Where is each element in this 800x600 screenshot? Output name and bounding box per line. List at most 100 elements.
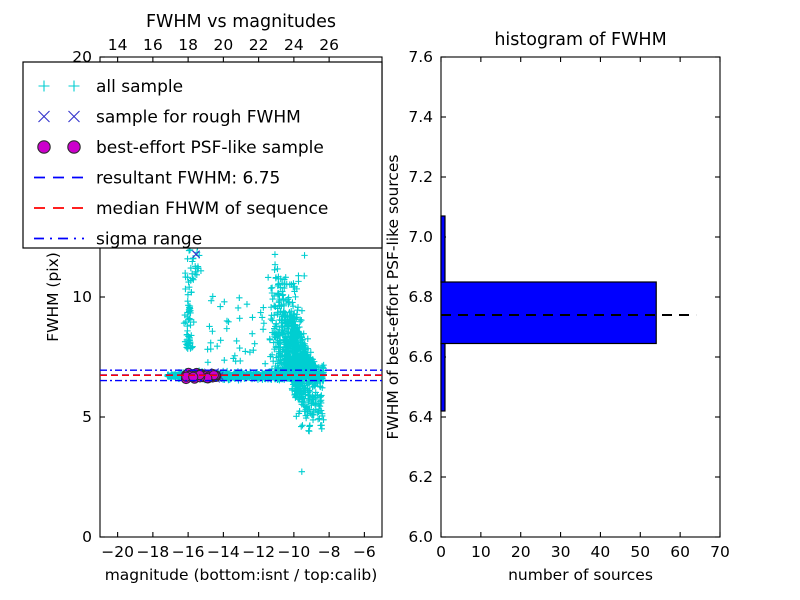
left-xticklabel: −20: [101, 543, 134, 561]
scatter-point-plus: [280, 336, 287, 343]
scatter-point-plus: [261, 375, 268, 382]
scatter-point-plus: [281, 284, 288, 292]
scatter-point-plus: [236, 315, 243, 322]
scatter-point-plus: [306, 388, 314, 396]
scatter-point-plus: [296, 394, 303, 401]
right-xticklabel: 30: [551, 543, 571, 561]
left-yticklabel: 10: [72, 288, 92, 306]
legend-marker-circle: [67, 140, 81, 154]
scatter-point-plus: [271, 261, 279, 268]
scatter-point-cross: [38, 110, 50, 123]
scatter-point-plus: [318, 422, 325, 429]
left-xticklabel: −6: [353, 543, 376, 561]
right-yticklabel: 6.8: [408, 288, 433, 306]
legend-entry[interactable]: resultant FWHM: 6.75: [34, 169, 280, 189]
scatter-point-plus: [305, 355, 312, 362]
scatter-point-plus: [301, 382, 308, 389]
scatter-point-plus: [304, 367, 312, 375]
left-xticklabel: −10: [278, 543, 311, 561]
scatter-point-plus: [309, 416, 317, 424]
scatter-point-plus: [274, 290, 282, 297]
right-xticklabel: 40: [591, 543, 611, 561]
scatter-point-plus: [293, 311, 301, 318]
left-xticklabel: −16: [172, 543, 205, 561]
legend-entry[interactable]: best-effort PSF-like sample: [37, 138, 324, 158]
legend-entry[interactable]: sigma range: [34, 230, 202, 250]
scatter-point-plus: [217, 303, 224, 310]
left-data-layer: [100, 243, 382, 475]
scatter-point-plus: [291, 337, 299, 344]
scatter-point-plus: [300, 395, 308, 402]
left-yaxis-label: FWHM (pix): [44, 252, 62, 342]
scatter-point-plus: [269, 317, 276, 324]
legend-entry[interactable]: sample for rough FWHM: [38, 108, 301, 128]
scatter-point-plus: [277, 356, 284, 363]
scatter-point-plus: [242, 348, 249, 355]
scatter-point-plus: [305, 387, 313, 394]
legend: all sample sample for rough FWHM best-effo…: [22, 61, 383, 250]
legend-label: sigma range: [96, 230, 202, 250]
scatter-point-plus: [189, 258, 196, 265]
scatter-point-plus: [303, 374, 310, 381]
scatter-point-plus: [225, 318, 232, 326]
scatter-point-plus: [282, 348, 289, 355]
scatter-point-plus: [274, 265, 281, 273]
scatter-point-cross: [68, 110, 80, 123]
scatter-point-plus: [184, 291, 192, 298]
scatter-point-plus: [234, 368, 242, 375]
scatter-point-plus: [183, 344, 190, 351]
left-xticklabel: −18: [137, 543, 170, 561]
scatter-point-plus: [309, 396, 316, 404]
scatter-point-plus: [299, 355, 307, 362]
scatter-point-plus: [317, 399, 325, 407]
scatter-point-plus: [207, 297, 215, 304]
legend-entry[interactable]: median FHWM of sequence: [34, 199, 328, 219]
scatter-point-plus: [292, 393, 299, 400]
scatter-point-plus: [280, 300, 287, 308]
right-yaxis-label: FWHM of best-effort PSF-like sources: [384, 154, 402, 439]
legend-marker-circle: [37, 140, 51, 154]
scatter-point-plus: [279, 292, 286, 299]
scatter-point-plus: [209, 293, 216, 300]
left-top-xticklabel: 22: [249, 36, 269, 54]
scatter-point-plus: [181, 311, 189, 319]
scatter-point-plus: [310, 383, 318, 390]
scatter-point-plus: [301, 252, 308, 259]
scatter-point-plus: [266, 335, 273, 343]
scatter-point-plus: [296, 364, 303, 371]
scatter-point-plus: [184, 274, 191, 281]
scatter-point-plus: [278, 329, 286, 336]
scatter-point-plus: [209, 328, 216, 335]
scatter-point-plus: [309, 363, 316, 370]
scatter-point-plus: [298, 423, 305, 430]
legend-entry[interactable]: all sample: [38, 77, 184, 97]
scatter-point-plus: [221, 356, 228, 364]
scatter-point-plus: [305, 427, 312, 434]
scatter-point-plus: [207, 339, 214, 347]
scatter-point-plus: [291, 349, 299, 356]
scatter-point-plus: [246, 349, 254, 356]
scatter-point-plus: [231, 352, 239, 359]
scatter-point-plus: [299, 422, 306, 429]
left-xticklabel: −14: [207, 543, 240, 561]
right-yticklabel: 7.6: [408, 48, 433, 66]
scatter-point-plus: [294, 304, 302, 311]
scatter-point-plus: [204, 359, 212, 366]
scatter-point-plus: [296, 407, 303, 415]
scatter-point-plus: [273, 323, 281, 331]
left-panel-title: FWHM vs magnitudes: [146, 12, 336, 32]
scatter-point-plus: [270, 312, 278, 319]
histogram-bar: [440, 281, 657, 345]
scatter-point-plus: [251, 340, 258, 347]
scatter-point-plus: [281, 320, 289, 327]
right-yticklabel: 6.6: [408, 348, 433, 366]
scatter-point-plus: [236, 294, 243, 302]
scatter-point-plus: [285, 328, 292, 336]
right-yticklabel: 7.0: [408, 228, 433, 246]
scatter-point-plus: [186, 340, 194, 347]
scatter-point-plus: [314, 369, 322, 377]
scatter-point-plus: [282, 355, 289, 362]
scatter-point-plus: [187, 277, 194, 284]
scatter-point-plus: [294, 387, 302, 394]
right-yticklabel: 7.2: [408, 168, 433, 186]
